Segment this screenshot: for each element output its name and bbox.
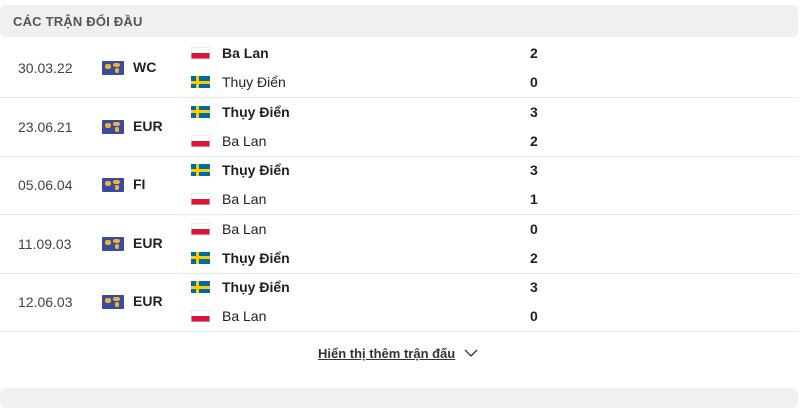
- team-line: Ba Lan 0: [191, 215, 551, 244]
- world-map-icon: [102, 178, 124, 193]
- match-row[interactable]: 23.06.21 EUR Thụy Điển 3 Ba Lan 2: [0, 98, 798, 157]
- team-name: Ba Lan: [222, 220, 267, 237]
- world-map-icon: [102, 119, 124, 134]
- match-date: 23.06.21: [18, 118, 73, 135]
- team-line: Ba Lan 2: [191, 39, 551, 68]
- team-score: 0: [530, 308, 538, 325]
- team-line: Ba Lan 2: [191, 127, 551, 156]
- match-row[interactable]: 11.09.03 EUR Ba Lan 0 Thụy Điển 2: [0, 215, 798, 274]
- team-line: Thụy Điển 0: [191, 68, 551, 97]
- team-name: Thụy Điển: [222, 74, 286, 90]
- team-line: Thụy Điển 3: [191, 156, 551, 185]
- competition-label: FI: [133, 176, 146, 193]
- poland-flag-icon: [191, 222, 210, 235]
- team-score: 2: [530, 45, 538, 61]
- team-score: 3: [530, 162, 538, 179]
- poland-flag-icon: [191, 134, 210, 147]
- team-score: 0: [530, 220, 538, 237]
- poland-flag-icon: [191, 193, 210, 206]
- team-name: Ba Lan: [222, 191, 267, 208]
- match-row[interactable]: 12.06.03 EUR Thụy Điển 3 Ba Lan 0: [0, 273, 798, 333]
- sweden-flag-icon: [191, 281, 210, 294]
- next-section: [0, 388, 798, 408]
- team-line: Thụy Điển 3: [191, 273, 551, 302]
- competition-label: EUR: [133, 117, 163, 134]
- team-line: Thụy Điển 2: [191, 244, 551, 273]
- section-header: CÁC TRẬN ĐỐI ĐẦU: [0, 5, 798, 37]
- team-name: Thụy Điển: [222, 103, 290, 120]
- poland-flag-icon: [191, 47, 210, 59]
- sweden-flag-icon: [191, 164, 210, 177]
- match-row[interactable]: 30.03.22 WC Ba Lan 2 Thụy Điển 0: [0, 39, 798, 98]
- team-name: Ba Lan: [222, 45, 269, 61]
- team-line: Ba Lan 1: [191, 185, 551, 214]
- sweden-flag-icon: [191, 251, 210, 264]
- team-line: Ba Lan 0: [191, 302, 551, 331]
- match-date: 12.06.03: [18, 294, 73, 311]
- team-name: Thụy Điển: [222, 279, 290, 296]
- team-score: 3: [530, 103, 538, 120]
- match-date: 30.03.22: [18, 60, 73, 76]
- sweden-flag-icon: [191, 105, 210, 118]
- team-score: 1: [530, 191, 538, 208]
- world-map-icon: [102, 295, 124, 310]
- team-name: Ba Lan: [222, 308, 267, 325]
- team-name: Ba Lan: [222, 132, 267, 149]
- team-score: 2: [530, 132, 538, 149]
- chevron-down-icon[interactable]: [464, 348, 478, 358]
- world-map-icon: [102, 236, 124, 251]
- competition-label: WC: [133, 59, 157, 75]
- poland-flag-icon: [191, 310, 210, 323]
- competition-label: EUR: [133, 293, 163, 310]
- team-name: Thụy Điển: [222, 162, 290, 179]
- sweden-flag-icon: [191, 76, 210, 88]
- team-name: Thụy Điển: [222, 249, 290, 266]
- match-row[interactable]: 05.06.04 FI Thụy Điển 3 Ba Lan 1: [0, 156, 798, 216]
- team-score: 0: [530, 74, 538, 90]
- competition-label: EUR: [133, 234, 163, 251]
- show-more-link[interactable]: Hiển thị thêm trận đấu: [318, 346, 456, 361]
- team-score: 3: [530, 279, 538, 296]
- team-score: 2: [530, 249, 538, 266]
- world-map-icon: [102, 61, 124, 75]
- section-title: CÁC TRẬN ĐỐI ĐẦU: [13, 14, 143, 29]
- match-date: 05.06.04: [18, 177, 73, 194]
- team-line: Thụy Điển 3: [191, 98, 551, 127]
- match-date: 11.09.03: [18, 235, 72, 252]
